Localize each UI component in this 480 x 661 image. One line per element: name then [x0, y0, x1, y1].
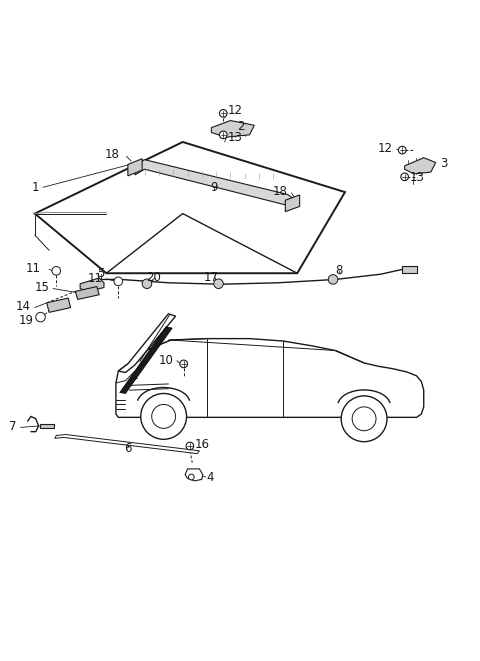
- Polygon shape: [47, 298, 71, 313]
- Text: 20: 20: [146, 270, 161, 284]
- Text: 16: 16: [195, 438, 210, 451]
- Text: 19: 19: [19, 315, 34, 327]
- Circle shape: [189, 474, 194, 480]
- Text: 18: 18: [105, 148, 120, 161]
- Text: 11: 11: [25, 262, 40, 275]
- Circle shape: [401, 173, 408, 180]
- Text: 18: 18: [273, 184, 288, 198]
- Circle shape: [186, 442, 194, 449]
- Text: 10: 10: [158, 354, 173, 367]
- Text: 14: 14: [16, 300, 31, 313]
- Text: 13: 13: [228, 131, 243, 143]
- Text: 1: 1: [32, 181, 39, 194]
- Circle shape: [114, 277, 122, 286]
- Text: 7: 7: [9, 420, 17, 434]
- Text: 17: 17: [204, 270, 219, 284]
- Text: 8: 8: [336, 264, 343, 278]
- Polygon shape: [75, 287, 99, 299]
- Polygon shape: [285, 195, 300, 212]
- Circle shape: [214, 279, 223, 288]
- Text: 12: 12: [378, 141, 393, 155]
- Text: 6: 6: [124, 442, 132, 455]
- Polygon shape: [118, 314, 176, 373]
- Circle shape: [328, 275, 338, 284]
- Polygon shape: [35, 142, 345, 273]
- Circle shape: [152, 405, 176, 428]
- Circle shape: [219, 110, 227, 117]
- Circle shape: [142, 279, 152, 288]
- Polygon shape: [39, 424, 54, 428]
- Circle shape: [52, 266, 60, 275]
- Text: 11: 11: [87, 272, 103, 284]
- Polygon shape: [405, 158, 436, 174]
- Circle shape: [398, 146, 406, 154]
- Polygon shape: [128, 159, 142, 176]
- Polygon shape: [120, 327, 172, 393]
- Text: 15: 15: [34, 281, 49, 294]
- Circle shape: [141, 393, 187, 440]
- Circle shape: [180, 360, 188, 368]
- Text: 3: 3: [441, 157, 448, 170]
- Text: 12: 12: [228, 104, 243, 118]
- Text: 2: 2: [238, 120, 245, 133]
- Text: 4: 4: [206, 471, 214, 484]
- Circle shape: [219, 131, 227, 139]
- Text: 13: 13: [409, 171, 424, 184]
- Polygon shape: [135, 160, 297, 206]
- Text: 9: 9: [210, 181, 217, 194]
- Polygon shape: [80, 278, 104, 292]
- Polygon shape: [55, 434, 199, 453]
- Polygon shape: [185, 469, 203, 481]
- Text: 5: 5: [97, 267, 104, 280]
- Polygon shape: [211, 120, 254, 137]
- Polygon shape: [402, 266, 417, 273]
- Circle shape: [341, 396, 387, 442]
- Circle shape: [352, 407, 376, 431]
- Polygon shape: [116, 338, 424, 417]
- Circle shape: [36, 313, 45, 322]
